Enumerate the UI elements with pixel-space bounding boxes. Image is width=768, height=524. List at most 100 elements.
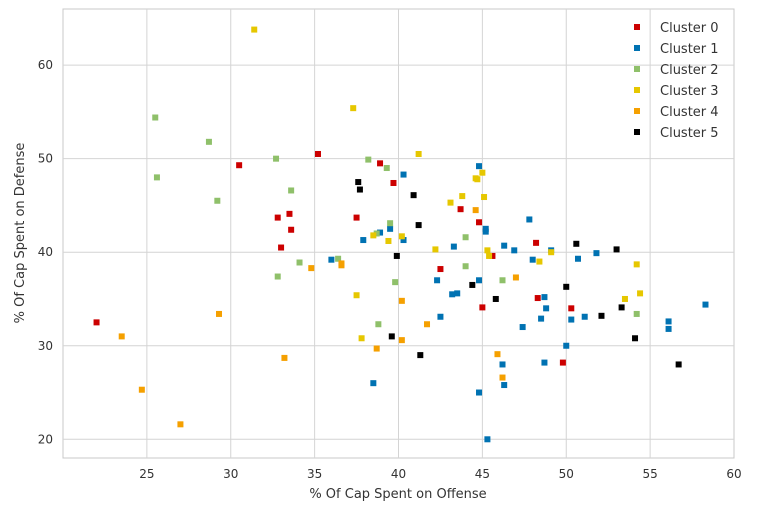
data-point	[338, 260, 345, 267]
legend-item: Cluster 1	[634, 42, 719, 57]
data-point	[392, 279, 399, 286]
data-point	[454, 290, 461, 297]
data-point	[398, 233, 405, 240]
legend-marker	[634, 24, 640, 30]
data-point	[370, 380, 377, 387]
x-axis-ticks: 25 30 35 40 45 50 55 60	[139, 467, 741, 481]
data-point	[216, 310, 223, 317]
data-point	[449, 291, 456, 298]
data-point	[353, 214, 360, 221]
data-point	[387, 225, 394, 232]
data-point	[499, 374, 506, 381]
data-point	[499, 277, 506, 284]
data-point	[278, 244, 285, 251]
data-point	[462, 234, 469, 241]
data-point	[526, 216, 533, 223]
data-point	[387, 220, 394, 227]
data-point	[479, 304, 486, 311]
data-point	[637, 290, 644, 297]
data-point	[417, 352, 424, 359]
data-point	[665, 318, 672, 325]
data-point	[328, 256, 335, 263]
data-point	[479, 169, 486, 176]
data-points	[93, 26, 709, 443]
data-point	[153, 174, 160, 181]
data-point	[598, 312, 605, 319]
data-point	[373, 345, 380, 352]
data-point	[476, 219, 483, 226]
data-point	[492, 295, 499, 302]
data-point	[373, 230, 380, 237]
data-point	[353, 292, 360, 299]
data-point	[489, 252, 496, 259]
data-point	[274, 273, 281, 280]
data-point	[538, 315, 545, 322]
data-point	[447, 199, 454, 206]
data-point	[358, 335, 365, 342]
y-tick-label: 30	[38, 339, 53, 353]
data-point	[536, 258, 543, 265]
data-point	[308, 265, 315, 272]
data-point	[548, 249, 555, 256]
data-point	[385, 237, 392, 244]
data-point	[375, 321, 382, 328]
x-tick-label: 60	[726, 467, 741, 481]
legend-label: Cluster 1	[660, 42, 719, 57]
legend-marker	[634, 129, 640, 135]
y-tick-label: 60	[38, 58, 53, 72]
data-point	[398, 297, 405, 304]
y-tick-label: 50	[38, 152, 53, 166]
data-point	[281, 354, 288, 361]
data-point	[205, 138, 212, 145]
data-point	[274, 214, 281, 221]
data-point	[410, 192, 417, 199]
x-tick-label: 55	[642, 467, 657, 481]
series-4	[118, 207, 519, 428]
data-point	[251, 26, 258, 33]
series-1	[328, 163, 709, 443]
data-point	[388, 333, 395, 340]
y-tick-label: 40	[38, 245, 53, 259]
data-point	[377, 229, 384, 236]
data-point	[390, 179, 397, 186]
legend-item: Cluster 2	[634, 63, 719, 78]
data-point	[288, 187, 295, 194]
legend-item: Cluster 3	[634, 84, 719, 99]
data-point	[214, 197, 221, 204]
y-tick-label: 20	[38, 432, 53, 446]
data-point	[563, 283, 570, 290]
data-point	[501, 382, 508, 389]
data-point	[398, 337, 405, 344]
legend-item: Cluster 0	[634, 21, 719, 36]
data-point	[534, 295, 541, 302]
data-point	[511, 247, 518, 254]
data-point	[138, 386, 145, 393]
data-point	[484, 247, 491, 254]
x-tick-label: 30	[223, 467, 238, 481]
data-point	[533, 239, 540, 246]
series-0	[93, 150, 575, 366]
data-point	[476, 163, 483, 170]
data-point	[356, 186, 363, 193]
data-point	[415, 150, 422, 157]
data-point	[93, 319, 100, 326]
x-tick-label: 25	[139, 467, 154, 481]
data-point	[541, 359, 548, 366]
legend-item: Cluster 5	[634, 126, 719, 141]
data-point	[472, 207, 479, 214]
legend: Cluster 0 Cluster 1 Cluster 2 Cluster 3 Clus…	[634, 21, 719, 141]
data-point	[593, 250, 600, 257]
y-axis-label: % Of Cap Spent on Defense	[13, 143, 28, 324]
x-tick-label: 45	[475, 467, 490, 481]
data-point	[152, 114, 159, 121]
legend-marker	[634, 108, 640, 114]
data-point	[633, 310, 640, 317]
data-point	[236, 162, 243, 169]
series-5	[355, 179, 682, 368]
data-point	[437, 266, 444, 273]
data-point	[519, 324, 526, 331]
data-point	[568, 316, 575, 323]
data-point	[400, 171, 407, 178]
data-point	[434, 277, 441, 284]
legend-label: Cluster 2	[660, 63, 719, 78]
